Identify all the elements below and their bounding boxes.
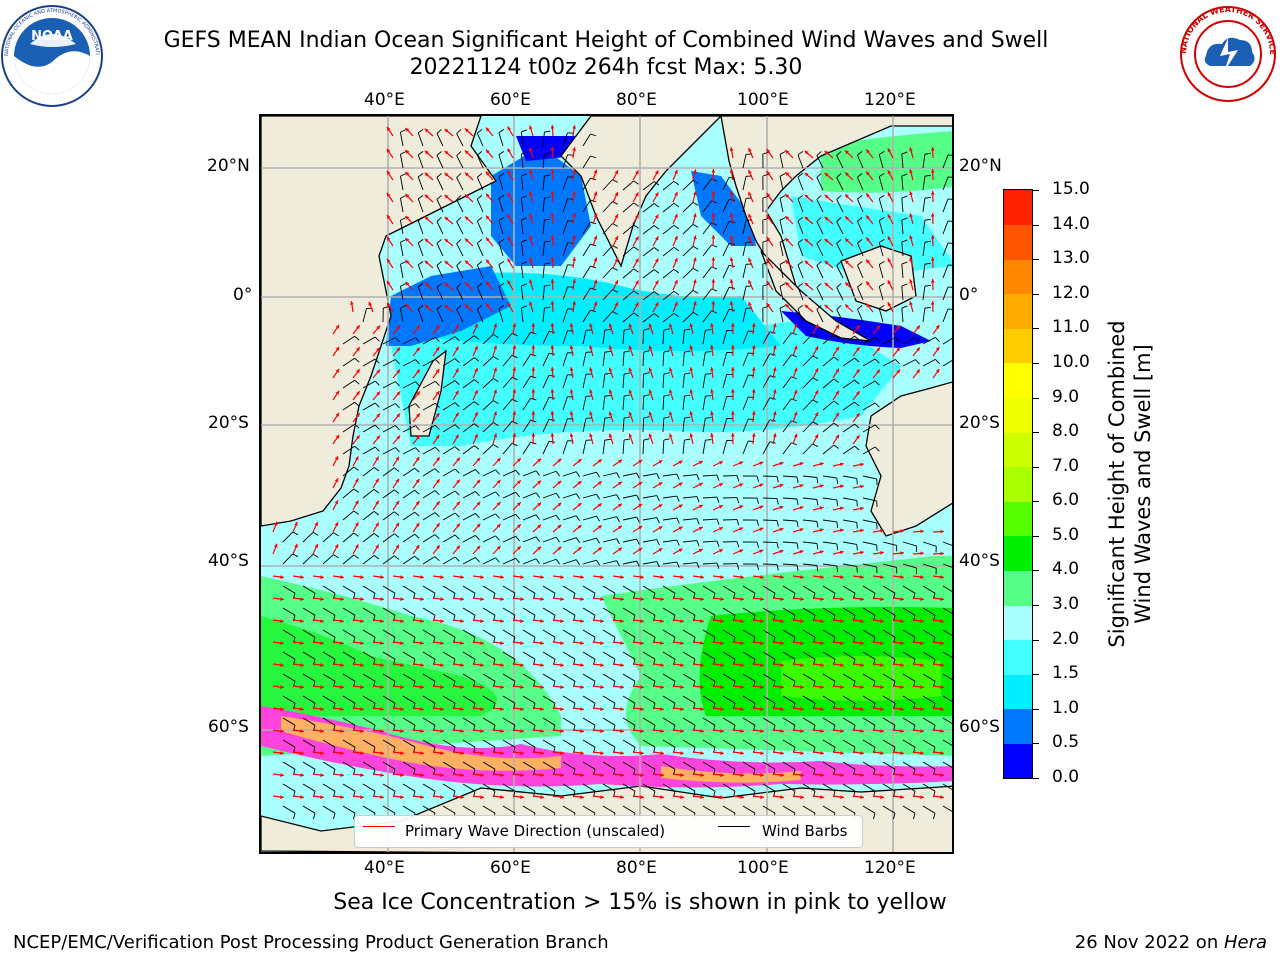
lon-tick-bottom: 40°E <box>364 858 405 878</box>
colorbar-tick-label: 3.0 <box>1052 594 1080 615</box>
map-panel[interactable] <box>259 114 954 854</box>
lat-tick-left: 20°N <box>207 156 250 176</box>
noaa-logo-icon: NOAA NATIONAL OCEANIC AND ATMOSPHERIC AD… <box>0 4 103 107</box>
lon-tick-bottom: 60°E <box>490 858 531 878</box>
colorbar-tickmark <box>1033 674 1039 676</box>
legend-wind-label: Wind Barbs <box>762 822 848 840</box>
footer-credit: NCEP/EMC/Verification Post Processing Pr… <box>13 932 609 953</box>
svg-text:NOAA: NOAA <box>31 29 73 44</box>
colorbar-tick-label: 14.0 <box>1052 213 1090 234</box>
colorbar-tick-label: 12.0 <box>1052 282 1090 303</box>
colorbar-segment <box>1004 570 1032 606</box>
colorbar-segment <box>1004 328 1032 364</box>
lat-tick-left: 40°S <box>208 551 249 571</box>
lat-tick-right: 20°S <box>959 413 1000 433</box>
lon-tick-top: 60°E <box>490 90 531 110</box>
colorbar-tick-label: 0.5 <box>1052 732 1080 753</box>
colorbar-segment <box>1004 466 1032 502</box>
lon-tick-bottom: 100°E <box>737 858 789 878</box>
colorbar-tick-label: 2.0 <box>1052 628 1080 649</box>
colorbar-segment <box>1004 708 1032 744</box>
colorbar-tickmark <box>1033 259 1039 261</box>
colorbar-segment <box>1004 501 1032 537</box>
colorbar-tick-label: 5.0 <box>1052 524 1080 545</box>
colorbar-tickmark <box>1033 293 1039 295</box>
colorbar-tickmark <box>1033 605 1039 607</box>
colorbar-segment <box>1004 259 1032 295</box>
colorbar-tick-label: 9.0 <box>1052 386 1080 407</box>
lat-tick-left: 20°S <box>208 413 249 433</box>
lon-tick-top: 120°E <box>864 90 916 110</box>
colorbar-tick-label: 10.0 <box>1052 351 1090 372</box>
colorbar-tickmark <box>1033 328 1039 330</box>
colorbar <box>1003 189 1033 779</box>
wave-direction-swatch <box>363 826 395 827</box>
lon-tick-bottom: 80°E <box>616 858 657 878</box>
nws-logo-icon: NATIONAL WEATHER SERVICE <box>1179 5 1277 102</box>
wind-barbs-layer <box>282 128 952 820</box>
colorbar-tickmark <box>1033 432 1039 434</box>
colorbar-tick-label: 7.0 <box>1052 455 1080 476</box>
map-canvas <box>261 116 952 852</box>
map-title: GEFS MEAN Indian Ocean Significant Heigh… <box>163 28 1049 53</box>
colorbar-segment <box>1004 674 1032 710</box>
colorbar-segment <box>1004 432 1032 468</box>
colorbar-tick-label: 4.0 <box>1052 559 1080 580</box>
map-legend: Primary Wave Direction (unscaled) Wind B… <box>354 815 863 848</box>
lon-tick-top: 80°E <box>616 90 657 110</box>
lon-tick-top: 100°E <box>737 90 789 110</box>
wind-barb-swatch <box>718 826 750 827</box>
lat-tick-left: 0° <box>233 285 253 305</box>
colorbar-segment <box>1004 293 1032 329</box>
colorbar-segment <box>1004 224 1032 260</box>
colorbar-tickmark <box>1033 570 1039 572</box>
colorbar-tickmark <box>1033 190 1039 191</box>
colorbar-segment <box>1004 605 1032 641</box>
colorbar-segment <box>1004 362 1032 399</box>
colorbar-tickmark <box>1033 466 1039 468</box>
colorbar-tick-label: 0.0 <box>1052 767 1080 787</box>
lat-tick-right: 20°N <box>959 156 1002 176</box>
colorbar-tickmark <box>1033 743 1039 745</box>
lon-tick-bottom: 120°E <box>864 858 916 878</box>
sea-ice-note: Sea Ice Concentration > 15% is shown in … <box>333 890 947 915</box>
colorbar-tick-label: 1.0 <box>1052 697 1080 718</box>
wave-direction-layer <box>272 124 945 799</box>
footer-date: 26 Nov 2022 on Hera <box>1074 932 1267 953</box>
colorbar-tickmark <box>1033 397 1039 399</box>
lat-tick-left: 60°S <box>208 717 249 737</box>
colorbar-tickmark <box>1033 778 1039 779</box>
colorbar-tick-label: 8.0 <box>1052 421 1080 442</box>
lat-tick-right: 40°S <box>959 551 1000 571</box>
colorbar-tick-label: 15.0 <box>1052 179 1090 199</box>
map-subtitle-forecast: 20221124 t00z 264h fcst Max: 5.30 <box>409 55 803 80</box>
colorbar-tickmark <box>1033 501 1039 503</box>
lat-tick-right: 0° <box>959 285 979 305</box>
colorbar-tick-label: 1.5 <box>1052 663 1080 684</box>
colorbar-tickmark <box>1033 535 1039 537</box>
legend-wave-label: Primary Wave Direction (unscaled) <box>405 822 666 840</box>
colorbar-tick-label: 13.0 <box>1052 248 1090 269</box>
colorbar-tick-label: 11.0 <box>1052 317 1090 338</box>
colorbar-title: Significant Height of Combined Wind Wave… <box>1105 320 1155 648</box>
colorbar-segment <box>1004 397 1032 433</box>
colorbar-segment <box>1004 639 1032 675</box>
colorbar-segment <box>1004 535 1032 571</box>
colorbar-tickmark <box>1033 639 1039 641</box>
colorbar-tickmark <box>1033 708 1039 710</box>
lon-tick-top: 40°E <box>364 90 405 110</box>
colorbar-segment <box>1004 190 1032 226</box>
lat-tick-right: 60°S <box>959 717 1000 737</box>
colorbar-tick-label: 6.0 <box>1052 490 1080 511</box>
colorbar-tickmark <box>1033 362 1039 364</box>
colorbar-segment <box>1004 743 1032 779</box>
colorbar-tickmark <box>1033 224 1039 226</box>
